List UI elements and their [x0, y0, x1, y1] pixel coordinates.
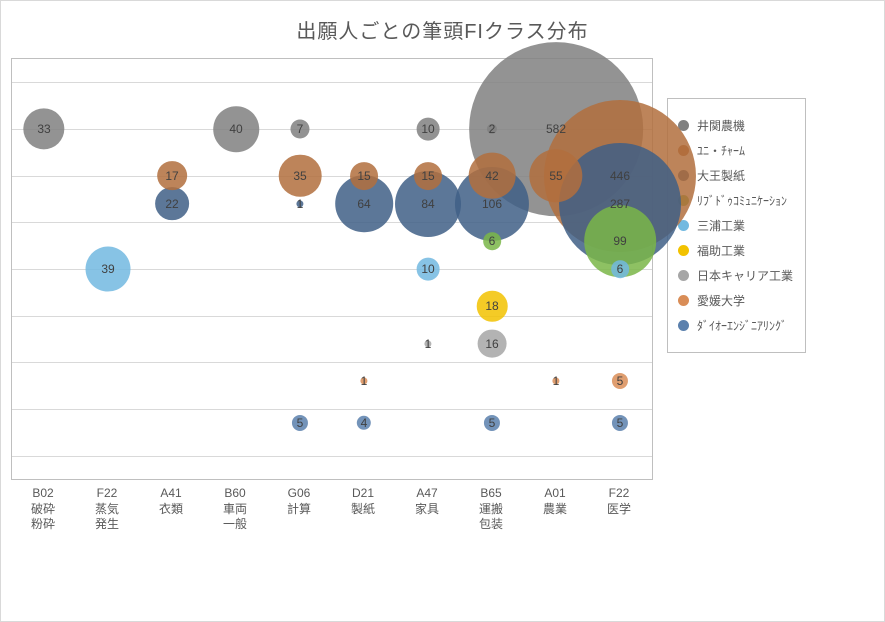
bubble	[417, 118, 440, 141]
x-tick: B65運搬包装	[459, 486, 523, 533]
bubble	[612, 373, 628, 389]
legend-item: 日本キャリア工業	[678, 267, 793, 284]
bubble	[23, 108, 64, 149]
bubble	[279, 154, 322, 197]
bubble	[157, 161, 187, 191]
bubble	[290, 119, 309, 138]
bubble	[612, 415, 628, 431]
bubble	[86, 247, 131, 292]
legend-label: 愛媛大学	[697, 292, 745, 309]
x-tick: F22医学	[587, 486, 651, 533]
legend-item: 三浦工業	[678, 217, 793, 234]
legend-swatch	[678, 245, 689, 256]
x-axis: B02破砕粉砕F22蒸気発生A41衣類B60車両一般G06計算D21製紙A47家…	[11, 486, 651, 533]
bubble	[296, 200, 303, 207]
x-tick: A41衣類	[139, 486, 203, 533]
x-tick: F22蒸気発生	[75, 486, 139, 533]
bubble	[611, 260, 629, 278]
x-tick: G06計算	[267, 486, 331, 533]
legend-label: 日本キャリア工業	[697, 267, 793, 284]
x-tick: A47家具	[395, 486, 459, 533]
bubble	[483, 232, 501, 250]
chart-title: 出願人ごとの筆頭FIクラス分布	[11, 15, 874, 44]
legend: 井関農機 ﾕﾆ・ﾁｬｰﾑ 大王製紙 ﾘﾌﾞﾄﾞｩｺﾐｭﾆｹｰｼｮﾝ 三浦工業福助工業日本…	[667, 98, 806, 353]
legend-swatch	[678, 320, 689, 331]
bubble	[414, 162, 442, 190]
legend-item: ﾀﾞｲｵｰｴﾝｼﾞﾆｱﾘﾝｸﾞ	[678, 317, 793, 334]
bubble	[469, 152, 516, 199]
bubble	[155, 187, 189, 221]
legend-label: 井関農機	[697, 117, 745, 134]
legend-item: ﾘﾌﾞﾄﾞｩｺﾐｭﾆｹｰｼｮﾝ	[678, 192, 793, 209]
chart-container: 出願人ごとの筆頭FIクラス分布 334071025821735151542554…	[0, 0, 885, 622]
legend-swatch	[678, 270, 689, 281]
legend-label: 三浦工業	[697, 217, 745, 234]
legend-item: 福助工業	[678, 242, 793, 259]
bubble	[424, 340, 431, 347]
legend-label: ﾘﾌﾞﾄﾞｩｺﾐｭﾆｹｰｼｮﾝ	[697, 192, 787, 209]
x-tick: B02破砕粉砕	[11, 486, 75, 533]
legend-item: 愛媛大学	[678, 292, 793, 309]
bubble	[357, 416, 371, 430]
bubble	[213, 106, 259, 152]
chart-area: 3340710258217351515425544622164841062876…	[11, 58, 653, 533]
legend-swatch	[678, 295, 689, 306]
legend-item: 井関農機	[678, 117, 793, 134]
legend-label: ﾀﾞｲｵｰｴﾝｼﾞﾆｱﾘﾝｸﾞ	[697, 317, 787, 334]
x-tick: B60車両一般	[203, 486, 267, 533]
bubble	[477, 291, 508, 322]
bubble	[484, 415, 500, 431]
bubble	[478, 329, 507, 358]
plot-area: 3340710258217351515425544622164841062876…	[11, 58, 653, 480]
x-tick: A01農業	[523, 486, 587, 533]
bubble	[360, 377, 367, 384]
legend-label: 福助工業	[697, 242, 745, 259]
legend-label: 大王製紙	[697, 167, 745, 184]
legend-label: ﾕﾆ・ﾁｬｰﾑ	[697, 142, 745, 159]
bubble	[417, 258, 440, 281]
bubble	[552, 377, 559, 384]
legend-item: ﾕﾆ・ﾁｬｰﾑ	[678, 142, 793, 159]
bubble	[350, 162, 378, 190]
bubble	[292, 415, 308, 431]
x-tick: D21製紙	[331, 486, 395, 533]
